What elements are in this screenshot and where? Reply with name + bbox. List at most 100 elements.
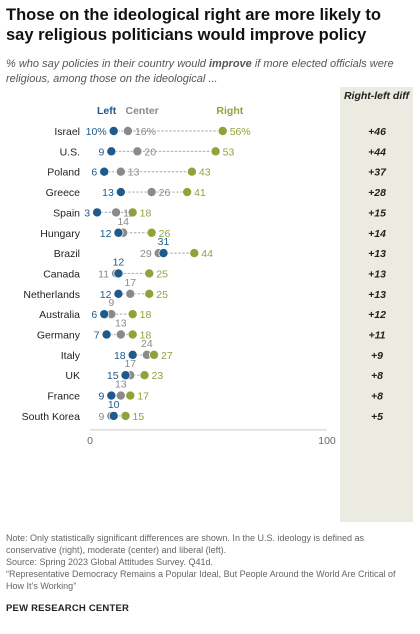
dot-left-south-korea bbox=[108, 410, 119, 421]
value-label-center-brazil: 29 bbox=[140, 248, 152, 260]
country-label-u-s: U.S. bbox=[60, 146, 80, 158]
dot-right-u-s bbox=[210, 146, 221, 157]
value-label-right-brazil: 44 bbox=[201, 248, 213, 260]
value-label-center-uk: 17 bbox=[124, 358, 136, 370]
value-label-right-greece: 41 bbox=[194, 187, 206, 199]
value-label-center-canada: 11 bbox=[98, 268, 109, 280]
diff-value-u-s: +44 bbox=[368, 146, 386, 158]
value-label-right-israel: 56% bbox=[230, 126, 251, 138]
value-label-left-south-korea: 10 bbox=[108, 399, 120, 411]
dot-center-u-s bbox=[132, 146, 143, 157]
diff-value-uk: +8 bbox=[371, 370, 383, 382]
dot-right-poland bbox=[186, 166, 197, 177]
diff-value-brazil: +13 bbox=[368, 248, 386, 260]
country-label-uk: UK bbox=[65, 370, 80, 382]
value-label-left-uk: 15 bbox=[107, 370, 119, 382]
x-tick-label-100: 100 bbox=[318, 435, 336, 447]
diff-value-germany: +11 bbox=[368, 330, 385, 342]
diff-value-france: +8 bbox=[371, 391, 383, 403]
legend-right: Right bbox=[216, 105, 243, 117]
notes-block: Note: Only statistically significant dif… bbox=[6, 532, 414, 592]
value-label-left-france: 9 bbox=[98, 391, 104, 403]
diff-column-band bbox=[340, 87, 413, 522]
diff-value-netherlands: +13 bbox=[368, 289, 386, 301]
value-label-center-greece: 26 bbox=[159, 187, 171, 199]
diff-value-poland: +37 bbox=[368, 167, 387, 179]
dot-right-australia bbox=[127, 309, 138, 320]
diff-value-italy: +9 bbox=[371, 350, 383, 362]
subtitle-emphasis: improve bbox=[208, 58, 252, 70]
value-label-center-germany: 13 bbox=[115, 318, 127, 330]
value-label-left-u-s: 9 bbox=[98, 146, 104, 158]
chart-title: Those on the ideological right are more … bbox=[6, 6, 381, 44]
value-label-center-poland: 13 bbox=[128, 167, 140, 179]
country-label-south-korea: South Korea bbox=[22, 411, 81, 423]
value-label-right-italy: 27 bbox=[161, 350, 173, 362]
dot-left-uk bbox=[120, 370, 131, 381]
country-label-israel: Israel bbox=[54, 126, 80, 138]
value-label-center-spain: 11 bbox=[123, 207, 134, 219]
diff-value-hungary: +14 bbox=[368, 228, 386, 240]
dot-left-italy bbox=[127, 349, 138, 360]
dot-right-israel bbox=[217, 126, 228, 137]
dot-left-hungary bbox=[113, 227, 124, 238]
dot-center-netherlands bbox=[125, 288, 136, 299]
value-label-right-canada: 25 bbox=[156, 268, 168, 280]
value-label-left-greece: 13 bbox=[102, 187, 114, 199]
value-label-center-netherlands: 17 bbox=[124, 277, 136, 289]
footer-brand: PEW RESEARCH CENTER bbox=[6, 603, 130, 614]
value-label-right-hungary: 26 bbox=[159, 228, 171, 240]
dot-left-netherlands bbox=[113, 288, 124, 299]
value-label-left-hungary: 12 bbox=[100, 228, 112, 240]
value-label-right-france: 17 bbox=[137, 391, 149, 403]
report-title-text: “Representative Democracy Remains a Popu… bbox=[6, 569, 396, 591]
dot-right-brazil bbox=[189, 248, 200, 259]
value-label-center-israel: 16% bbox=[135, 126, 156, 138]
diff-value-greece: +28 bbox=[368, 187, 386, 199]
dot-right-greece bbox=[182, 187, 193, 198]
dot-left-canada bbox=[113, 268, 124, 279]
dot-center-israel bbox=[122, 126, 133, 137]
dot-left-israel bbox=[108, 126, 119, 137]
dot-right-canada bbox=[144, 268, 155, 279]
value-label-center-hungary: 14 bbox=[117, 216, 129, 228]
dot-left-spain bbox=[92, 207, 103, 218]
dot-right-spain bbox=[127, 207, 138, 218]
value-label-right-south-korea: 15 bbox=[133, 411, 145, 423]
country-label-germany: Germany bbox=[37, 330, 81, 342]
value-label-center-australia: 9 bbox=[108, 297, 114, 309]
legend-left: Left bbox=[97, 105, 117, 117]
legend-center: Center bbox=[126, 105, 159, 117]
value-label-center-u-s: 20 bbox=[144, 146, 156, 158]
dot-right-hungary bbox=[146, 227, 157, 238]
dot-left-poland bbox=[99, 166, 110, 177]
value-label-center-france: 13 bbox=[115, 379, 127, 391]
value-label-right-poland: 43 bbox=[199, 167, 211, 179]
value-label-left-germany: 7 bbox=[94, 330, 100, 342]
dot-left-u-s bbox=[106, 146, 117, 157]
subtitle-text-after: if more elected officials were religious… bbox=[6, 58, 394, 85]
value-label-center-south-korea: 9 bbox=[98, 411, 104, 423]
diff-value-israel: +46 bbox=[368, 126, 386, 138]
value-label-right-u-s: 53 bbox=[223, 146, 235, 158]
diff-value-south-korea: +5 bbox=[371, 411, 383, 423]
dot-left-france bbox=[106, 390, 117, 401]
dot-center-greece bbox=[146, 187, 157, 198]
value-label-left-italy: 18 bbox=[114, 350, 126, 362]
dot-left-greece bbox=[115, 187, 126, 198]
diff-value-australia: +12 bbox=[368, 309, 386, 321]
diff-column-header: Right-left diff bbox=[343, 90, 410, 102]
dot-center-germany bbox=[115, 329, 126, 340]
source-text: Source: Spring 2023 Global Attitudes Sur… bbox=[6, 557, 213, 567]
dot-right-south-korea bbox=[120, 410, 131, 421]
value-label-left-spain: 3 bbox=[84, 207, 90, 219]
dot-center-spain bbox=[111, 207, 122, 218]
x-tick-label-0: 0 bbox=[87, 435, 93, 447]
dot-right-france bbox=[125, 390, 136, 401]
country-label-canada: Canada bbox=[43, 268, 80, 280]
country-label-australia: Australia bbox=[39, 309, 80, 321]
value-label-left-brazil: 31 bbox=[158, 236, 170, 248]
country-label-netherlands: Netherlands bbox=[23, 289, 80, 301]
subtitle-text-before: % who say policies in their country woul… bbox=[6, 58, 209, 70]
value-label-left-poland: 6 bbox=[91, 167, 97, 179]
